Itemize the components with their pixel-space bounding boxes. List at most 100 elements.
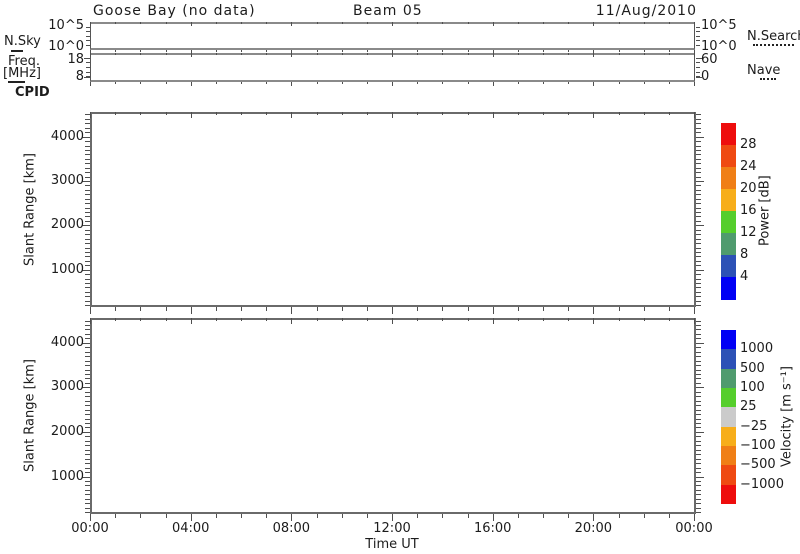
time-tick — [492, 514, 494, 521]
range-tick — [85, 216, 90, 218]
time-tick — [543, 514, 544, 518]
range-tick — [696, 338, 701, 340]
time-tick — [543, 112, 544, 115]
range-tick — [85, 185, 90, 187]
range-tick — [85, 198, 90, 200]
range-tick — [696, 154, 701, 156]
range-tick — [82, 225, 90, 227]
range-tick — [696, 418, 701, 420]
range-tick — [85, 351, 90, 353]
param-tick — [86, 44, 90, 46]
time-tick — [568, 53, 570, 55]
range-tick — [696, 287, 701, 289]
time-tick — [366, 112, 368, 115]
time-tick — [115, 307, 117, 311]
time-tick — [392, 53, 393, 57]
time-tick — [467, 307, 469, 311]
range-tick — [696, 396, 701, 398]
velocity-colorbar-segment — [721, 426, 736, 447]
time-tick — [291, 50, 293, 54]
range-tick — [82, 269, 90, 271]
range-tick — [85, 400, 90, 402]
time-tick — [266, 50, 268, 52]
time-tick — [140, 514, 142, 518]
range-tick — [85, 369, 90, 371]
range-tick — [85, 149, 90, 151]
time-tick — [190, 318, 192, 324]
time-tick — [618, 318, 620, 321]
time-tick — [417, 22, 419, 24]
time-tick — [618, 22, 620, 24]
range-tick — [85, 480, 90, 482]
range-tick — [85, 123, 90, 125]
time-tick — [568, 50, 570, 52]
time-tick — [215, 318, 217, 321]
range-tick — [82, 181, 90, 182]
time-tick — [165, 53, 167, 55]
time-tick — [266, 514, 268, 518]
time-tick — [215, 50, 217, 52]
time-tick — [618, 307, 620, 311]
range-tick — [85, 396, 90, 398]
range-tick — [696, 189, 701, 191]
time-tick — [165, 22, 167, 24]
time-tick — [643, 307, 645, 311]
time-tick — [241, 307, 242, 311]
time-tick — [593, 318, 595, 324]
range-tick — [696, 436, 701, 438]
freq-left-tick-label: 8 — [75, 69, 84, 84]
range-tick — [85, 440, 90, 442]
time-tick — [593, 53, 595, 57]
time-tick — [392, 307, 393, 314]
time-tick — [90, 50, 91, 54]
range-tick — [85, 296, 90, 298]
range-tick — [85, 203, 90, 205]
time-tick — [442, 82, 444, 84]
time-tick — [492, 50, 494, 54]
power-colorbar-segment — [721, 255, 736, 278]
range-tick — [696, 220, 701, 222]
time-tick — [165, 50, 167, 52]
time-tick — [568, 82, 570, 84]
time-tick — [568, 318, 570, 321]
range-tick — [696, 185, 701, 187]
time-tick — [190, 50, 192, 54]
time-tick — [90, 22, 91, 26]
time-tick — [517, 53, 519, 55]
range-tick — [696, 507, 701, 509]
range-tick — [85, 238, 90, 240]
time-tick — [241, 318, 242, 321]
range-tick — [696, 382, 701, 384]
range-tick — [696, 291, 701, 293]
freq-legend-label-line2: [MHz] — [3, 66, 41, 81]
power-colorbar-segment — [721, 167, 736, 190]
range-tick — [696, 127, 701, 129]
time-tick — [417, 82, 419, 84]
range-tick — [85, 118, 90, 120]
time-tick — [140, 82, 142, 84]
range-tick — [696, 365, 701, 366]
time-tick — [392, 112, 393, 118]
range-tick — [696, 216, 701, 218]
range-tick — [696, 203, 701, 205]
time-tick — [694, 22, 695, 26]
range-tick — [696, 427, 701, 429]
freq-right-tick-label: 60 — [701, 52, 718, 67]
power-colorbar-tick-label: 20 — [740, 181, 757, 196]
range-tick — [696, 247, 701, 249]
time-tick — [593, 112, 595, 118]
velocity-colorbar-segment — [721, 330, 736, 350]
time-tick — [115, 22, 117, 24]
range-tick — [696, 476, 704, 478]
range-tick — [696, 423, 701, 424]
time-tick — [643, 112, 645, 115]
time-tick — [316, 53, 318, 55]
time-tick — [643, 82, 645, 84]
range-tick — [85, 507, 90, 509]
range-tick — [85, 503, 90, 505]
range-tick — [696, 405, 701, 407]
time-tick — [341, 50, 343, 52]
time-tick — [543, 53, 544, 55]
param-tick — [696, 76, 702, 78]
